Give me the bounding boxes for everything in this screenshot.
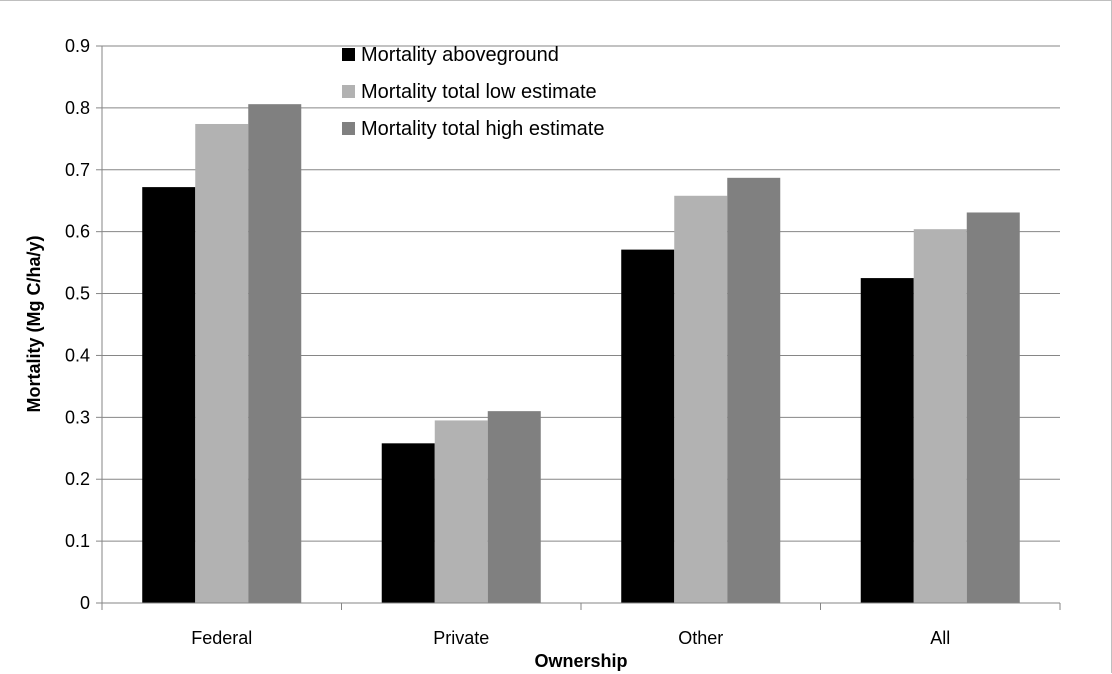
- x-tick-label: Other: [678, 628, 723, 648]
- x-tick-label: Federal: [191, 628, 252, 648]
- bar: [487, 411, 541, 603]
- y-tick-label: 0.1: [65, 531, 90, 551]
- legend: Mortality aboveground Mortality total low…: [342, 44, 604, 140]
- legend-label: Mortality total high estimate: [361, 118, 604, 140]
- bar: [195, 123, 249, 603]
- legend-label: Mortality total low estimate: [361, 81, 597, 103]
- bar: [434, 420, 488, 603]
- y-tick-label: 0.5: [65, 284, 90, 304]
- bar: [913, 229, 967, 604]
- x-tick-labels: Federal Private Other All: [101, 603, 1061, 648]
- legend-swatch: [342, 48, 355, 61]
- legend-label: Mortality aboveground: [361, 44, 559, 66]
- bar: [142, 187, 196, 603]
- bar: [381, 443, 435, 603]
- bar: [248, 104, 302, 604]
- y-tick-label: 0.4: [65, 345, 90, 365]
- y-tick-label: 0.8: [65, 98, 90, 118]
- x-tick-label: Private: [433, 628, 489, 648]
- y-tick-label: 0: [80, 593, 90, 613]
- x-axis-title: Ownership: [534, 651, 627, 671]
- y-tick-label: 0.9: [65, 36, 90, 56]
- y-tick-label: 0.2: [65, 469, 90, 489]
- y-tick-label: 0.6: [65, 222, 90, 242]
- bar: [860, 278, 914, 603]
- bar: [966, 212, 1020, 603]
- y-axis-title: Mortality (Mg C/ha/y): [24, 235, 44, 412]
- x-tick-label: All: [930, 628, 950, 648]
- bar: [674, 195, 728, 603]
- bar: [621, 249, 675, 603]
- y-tick-label: 0.7: [65, 160, 90, 180]
- legend-swatch: [342, 122, 355, 135]
- bar: [727, 177, 781, 603]
- y-tick-label: 0.3: [65, 407, 90, 427]
- legend-swatch: [342, 85, 355, 98]
- bars: [142, 104, 1020, 604]
- y-tick-labels: 0 0.1 0.2 0.3 0.4 0.5 0.6 0.7 0.8 0.9: [65, 36, 102, 613]
